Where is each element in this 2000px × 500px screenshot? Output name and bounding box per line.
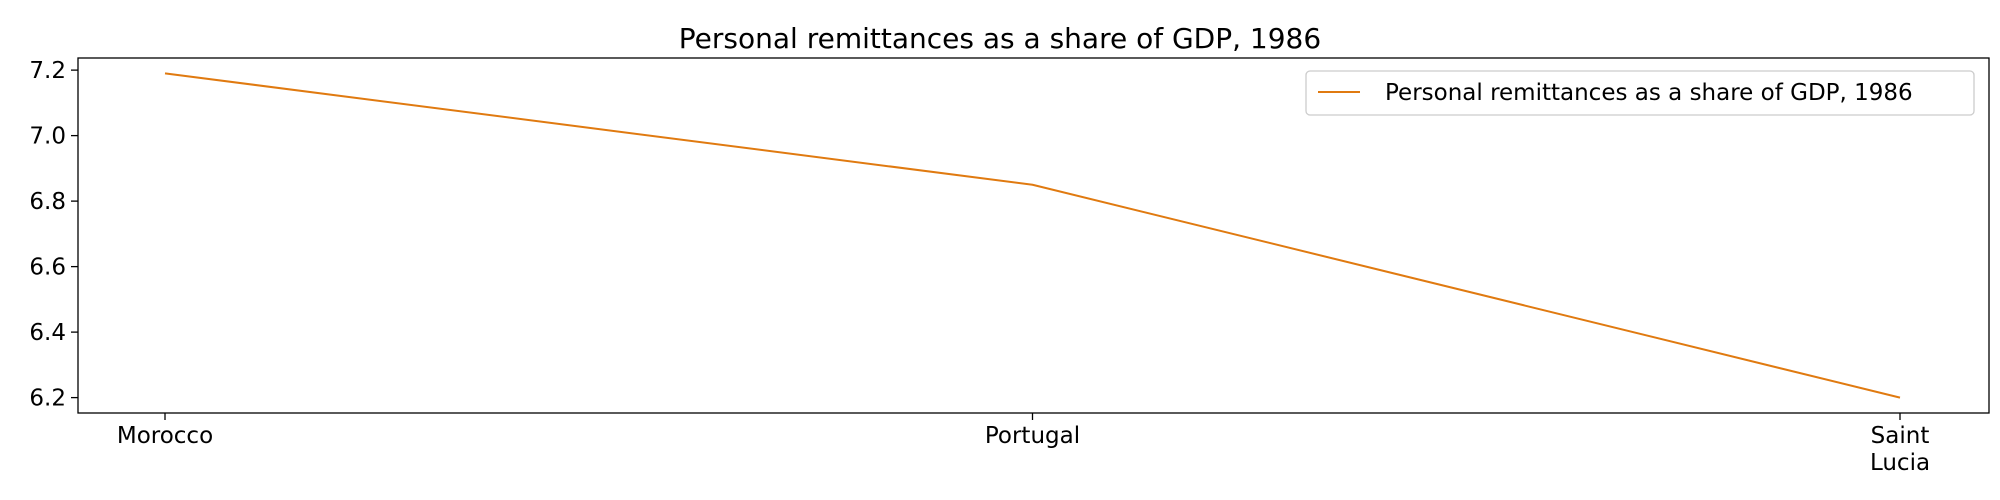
x-tick-label: Saint Lucia <box>1870 423 1930 476</box>
legend: Personal remittances as a share of GDP, … <box>1305 70 1975 116</box>
y-tick-label: 6.4 <box>29 320 66 346</box>
x-axis: Morocco Portugal Saint Lucia <box>117 413 1930 476</box>
y-tick-label: 6.6 <box>29 255 66 281</box>
y-tick-label: 7.2 <box>29 58 66 84</box>
series-layer <box>164 72 1901 399</box>
y-tick-label: 6.8 <box>29 189 66 215</box>
y-tick-label: 6.2 <box>29 386 66 412</box>
plot-area-frame <box>77 57 1990 414</box>
y-tick-label: 7.0 <box>29 124 66 150</box>
chart-title: Personal remittances as a share of GDP, … <box>679 22 1321 55</box>
x-tick-label: Morocco <box>117 423 213 449</box>
x-tick-label: Portugal <box>985 423 1080 449</box>
series-line <box>164 72 1901 399</box>
y-axis: 6.2 6.4 6.6 6.8 7.0 7.2 <box>29 58 78 412</box>
legend-label: Personal remittances as a share of GDP, … <box>1385 80 1913 106</box>
legend-box <box>1305 70 1975 116</box>
